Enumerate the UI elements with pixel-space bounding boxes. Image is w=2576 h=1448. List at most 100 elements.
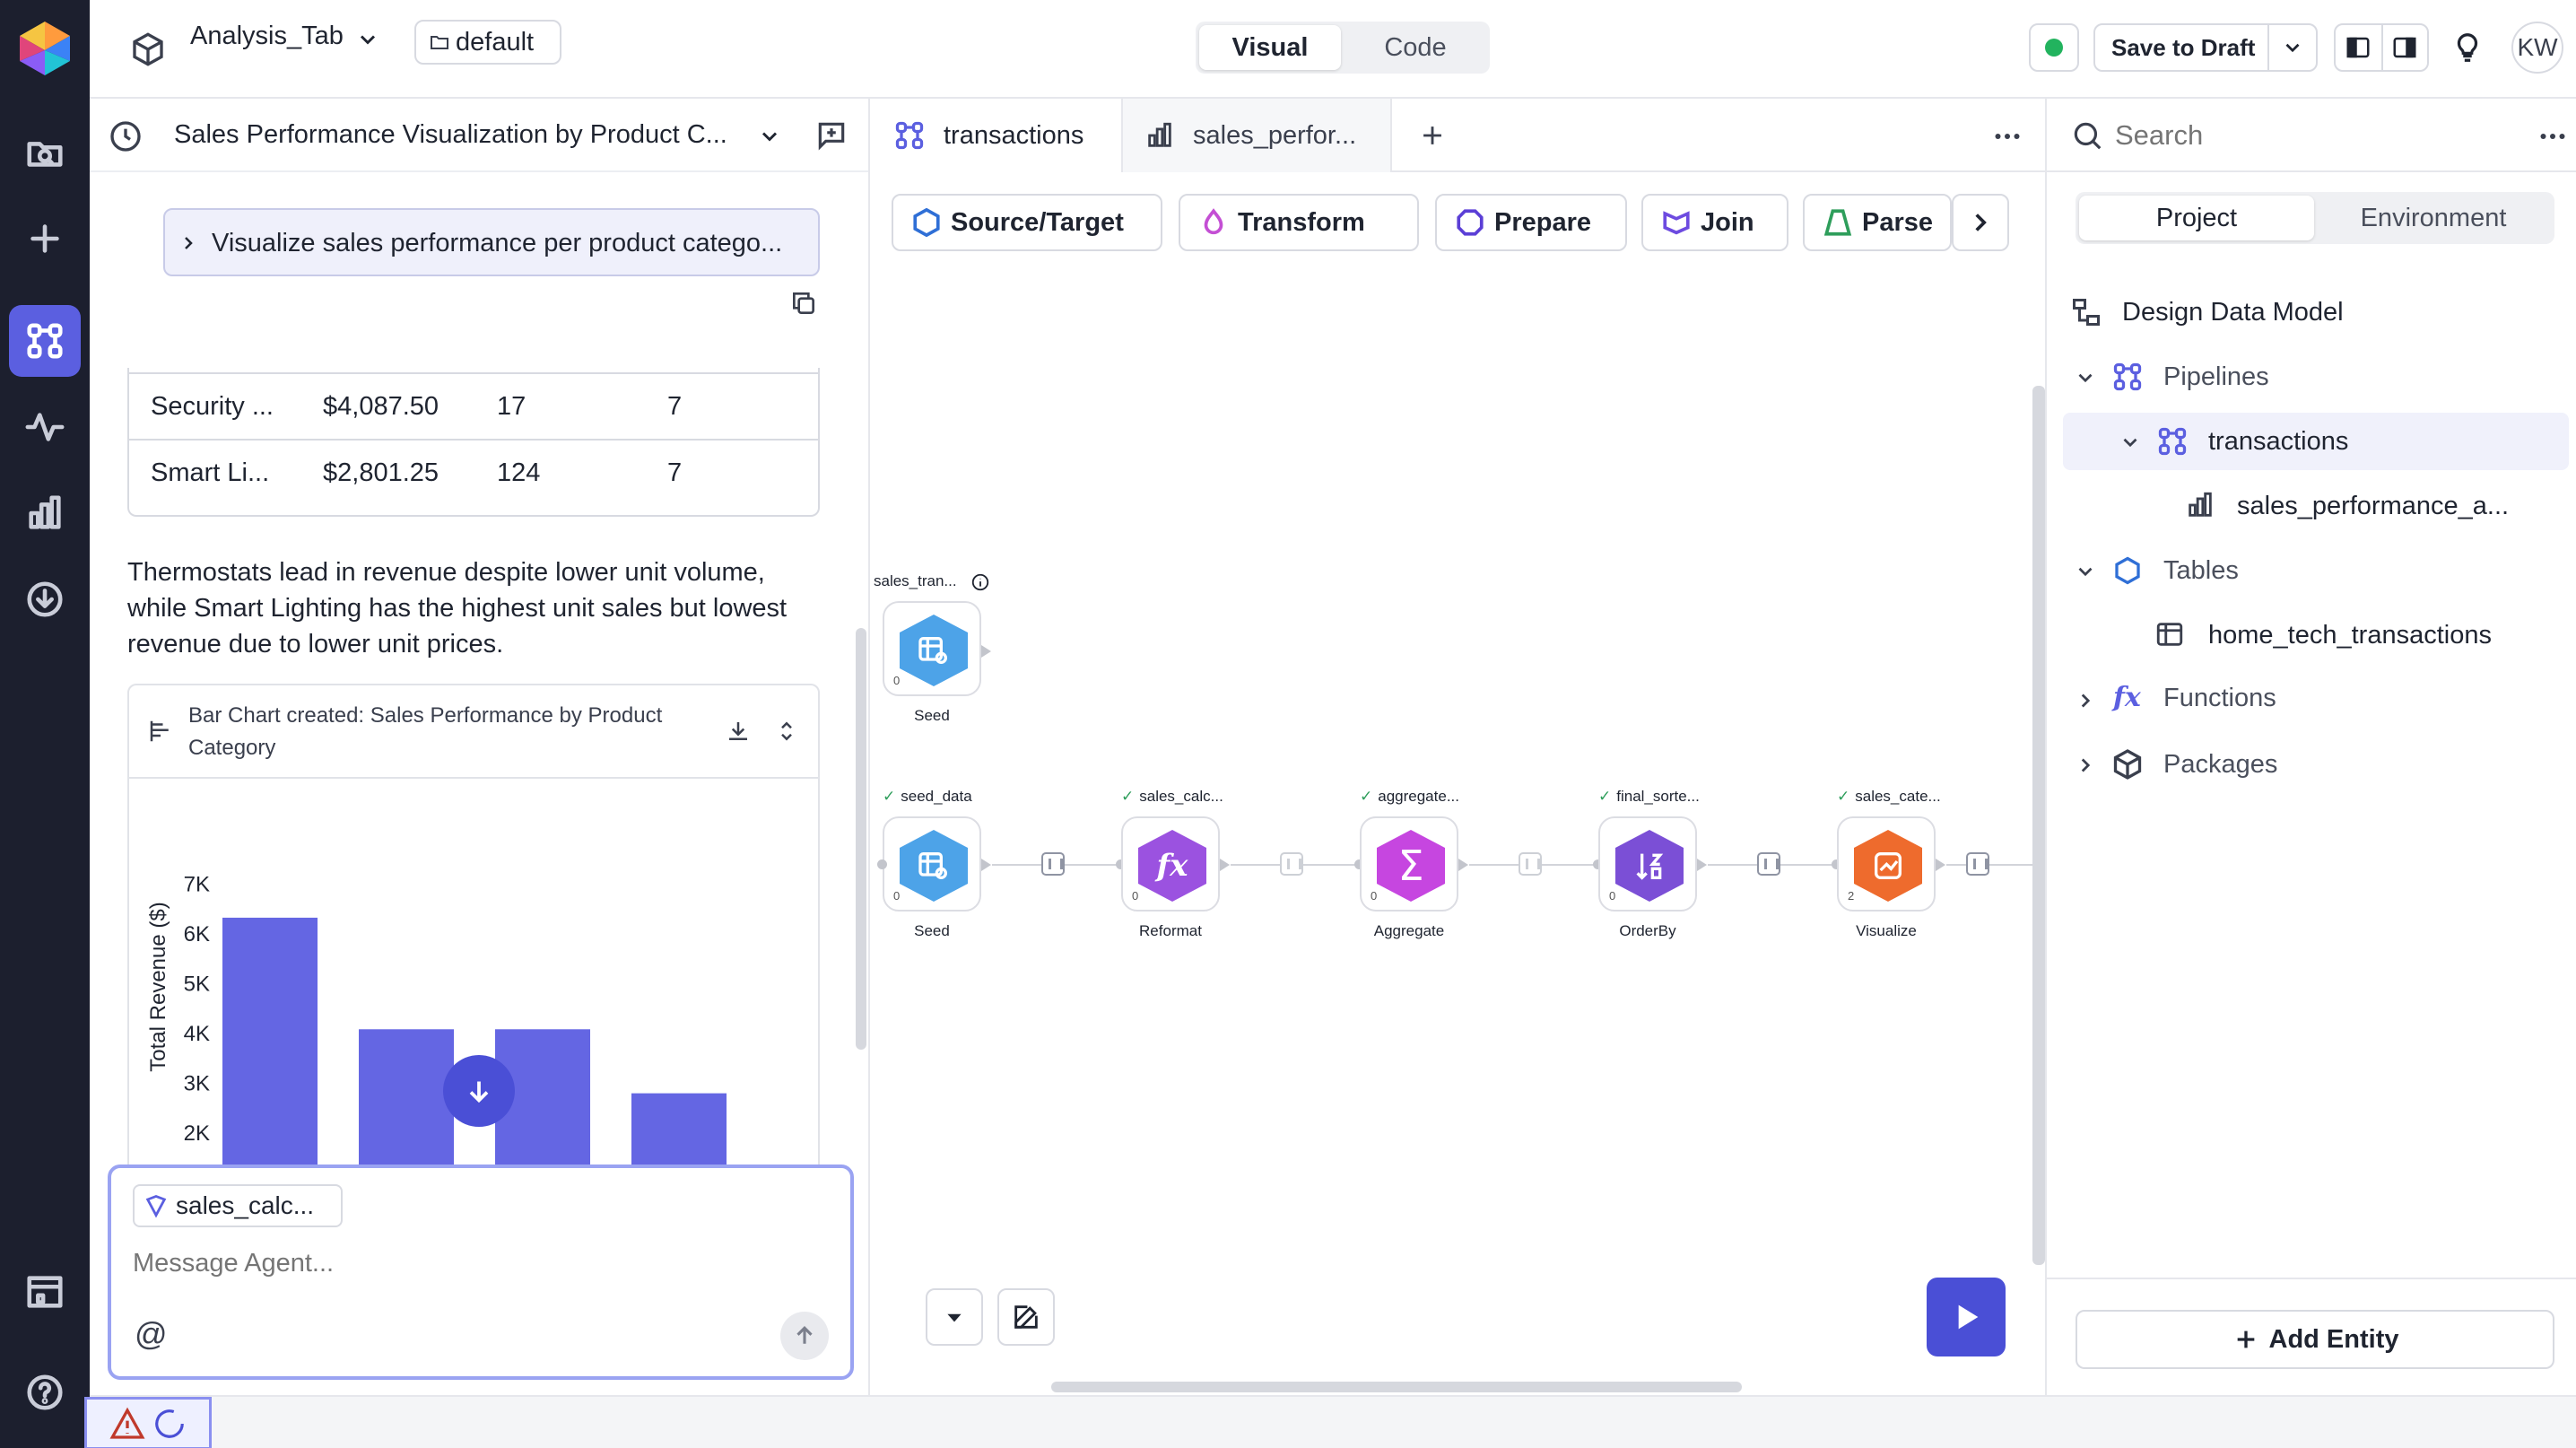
save-options-button[interactable] <box>2267 25 2316 70</box>
data-preview-icon[interactable] <box>1041 852 1065 876</box>
canvas-hscrollbar[interactable] <box>1051 1382 1742 1392</box>
right-scrollbar[interactable] <box>2034 386 2045 1265</box>
prepare-button[interactable]: Prepare <box>1435 194 1627 251</box>
charts-icon[interactable] <box>9 477 81 549</box>
download-icon[interactable] <box>725 718 752 745</box>
node-output-port[interactable] <box>1697 859 1707 871</box>
add-tab-icon[interactable] <box>1417 120 1448 151</box>
data-preview-icon[interactable] <box>1519 852 1542 876</box>
download-icon[interactable] <box>9 563 81 635</box>
tree-item-sales-performance[interactable]: sales_performance_a... <box>2237 492 2510 520</box>
chat-title[interactable]: Sales Performance Visualization by Produ… <box>174 120 727 149</box>
data-preview-icon[interactable] <box>1966 852 1989 876</box>
pipeline-node[interactable]: 0 <box>1598 816 1697 912</box>
search-input[interactable] <box>2115 117 2492 154</box>
monitoring-icon[interactable] <box>9 391 81 463</box>
node-output-port[interactable] <box>981 645 991 658</box>
more-options-icon[interactable] <box>2537 120 2569 153</box>
app-store-icon[interactable] <box>9 1256 81 1328</box>
pipeline-node[interactable]: 0 <box>883 816 981 912</box>
more-tools-button[interactable] <box>1952 194 2009 251</box>
chevron-right-icon[interactable] <box>2074 754 2097 777</box>
node-input-port[interactable] <box>877 859 887 869</box>
chat-scrollbar[interactable] <box>856 628 866 1050</box>
tab-project[interactable]: Project <box>2079 196 2314 240</box>
run-status-button[interactable] <box>2029 23 2079 72</box>
tree-item-home-tech-transactions[interactable]: home_tech_transactions <box>2208 621 2492 650</box>
chevron-down-icon[interactable] <box>757 124 782 149</box>
scroll-down-button[interactable] <box>443 1055 515 1127</box>
mode-visual-button[interactable]: Visual <box>1199 25 1341 70</box>
node-output-port[interactable] <box>1936 859 1945 871</box>
chevron-down-icon[interactable] <box>2074 560 2097 583</box>
tables-section[interactable]: Tables <box>2163 556 2239 585</box>
tab-label: transactions <box>944 120 1084 150</box>
seed-node[interactable]: 0 <box>883 601 981 696</box>
expand-icon[interactable] <box>773 718 800 745</box>
problems-indicator[interactable] <box>84 1397 212 1448</box>
source-target-button[interactable]: Source/Target <box>892 194 1162 251</box>
node-output-port[interactable] <box>1458 859 1468 871</box>
tool-label: Transform <box>1238 207 1365 237</box>
branch-selector[interactable]: default <box>414 20 561 65</box>
plus-icon[interactable] <box>9 203 81 275</box>
prompt-bubble[interactable]: Visualize sales performance per product … <box>163 208 820 276</box>
connection-line[interactable] <box>1946 864 2054 866</box>
packages-section[interactable]: Packages <box>2163 750 2278 779</box>
avatar[interactable]: KW <box>2511 22 2563 74</box>
parse-button[interactable]: Parse <box>1803 194 1952 251</box>
add-entity-button[interactable]: Add Entity <box>2076 1310 2554 1369</box>
data-preview-icon[interactable] <box>1280 852 1303 876</box>
node-label: ✓ seed_data <box>883 788 972 806</box>
left-panel-toggle-icon[interactable] <box>2336 25 2381 70</box>
chevron-right-icon[interactable] <box>2074 689 2097 712</box>
mention-button[interactable]: @ <box>135 1315 168 1352</box>
pipelines-icon[interactable] <box>9 305 81 377</box>
chevron-right-icon <box>1975 214 1987 231</box>
chevron-down-icon[interactable] <box>355 27 380 52</box>
send-button[interactable] <box>780 1312 829 1360</box>
pipeline-node[interactable]: fx 0 <box>1121 816 1220 912</box>
node-input-port[interactable] <box>1832 859 1841 869</box>
message-input[interactable] <box>133 1243 814 1283</box>
save-draft-button[interactable]: Save to Draft <box>2111 33 2256 61</box>
transform-button[interactable]: Transform <box>1179 194 1419 251</box>
node-input-port[interactable] <box>1354 859 1364 869</box>
status-dot-icon <box>2045 39 2063 57</box>
y-tick-label: 3K <box>184 1072 210 1096</box>
pipeline-node[interactable]: 2 <box>1837 816 1936 912</box>
new-chat-icon[interactable] <box>814 118 849 153</box>
right-panel-toggle-icon[interactable] <box>2380 25 2427 70</box>
chevron-down-icon[interactable] <box>2074 366 2097 389</box>
node-output-port[interactable] <box>981 859 991 871</box>
edit-button[interactable] <box>997 1288 1055 1346</box>
node-input-port[interactable] <box>1116 859 1126 869</box>
tree-item-transactions[interactable] <box>2063 413 2569 470</box>
context-chip[interactable]: sales_calc... <box>133 1184 343 1227</box>
tab-environment[interactable]: Environment <box>2360 203 2507 232</box>
tab-sales-performance[interactable]: sales_perfor... <box>1123 99 1392 172</box>
help-icon[interactable] <box>9 1356 81 1428</box>
data-preview-icon[interactable] <box>1757 852 1780 876</box>
pipelines-section[interactable]: Pipelines <box>2163 362 2269 391</box>
node-input-port[interactable] <box>1593 859 1603 869</box>
tab-transactions[interactable]: transactions <box>870 99 1123 172</box>
collapse-button[interactable] <box>926 1288 983 1346</box>
history-icon[interactable] <box>108 118 144 154</box>
node-output-port[interactable] <box>1220 859 1230 871</box>
tab-name[interactable]: Analysis_Tab <box>190 22 344 50</box>
mode-code-button[interactable]: Code <box>1384 32 1447 62</box>
more-options-icon[interactable] <box>1991 120 2023 153</box>
copy-icon[interactable] <box>789 289 818 318</box>
info-icon[interactable] <box>970 572 990 592</box>
join-button[interactable]: Join <box>1641 194 1788 251</box>
project-browser-icon[interactable] <box>9 117 81 188</box>
theme-lightbulb-icon[interactable] <box>2450 31 2485 65</box>
node-caption: Seed <box>914 922 950 939</box>
logo-icon[interactable] <box>16 20 74 77</box>
functions-section[interactable]: Functions <box>2163 684 2276 712</box>
run-button[interactable] <box>1927 1278 2006 1356</box>
design-data-model-item[interactable]: Design Data Model <box>2122 298 2344 327</box>
chevron-down-icon[interactable] <box>2119 431 2142 454</box>
